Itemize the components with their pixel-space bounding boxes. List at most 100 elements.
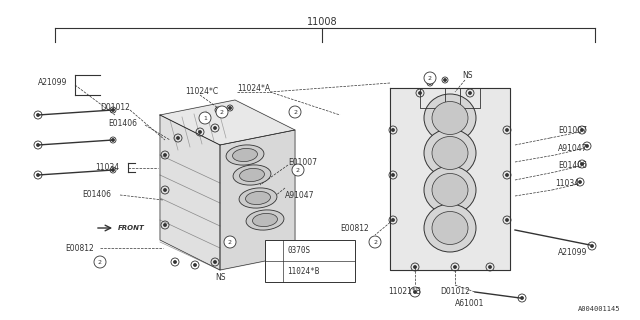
Text: E01406: E01406: [558, 161, 587, 170]
Text: A61001: A61001: [455, 300, 484, 308]
Text: E00812: E00812: [340, 223, 369, 233]
Circle shape: [229, 107, 231, 109]
Polygon shape: [390, 100, 510, 270]
Text: NS: NS: [215, 274, 225, 283]
Circle shape: [392, 174, 394, 176]
Text: 2: 2: [428, 76, 432, 81]
Text: 1: 1: [272, 248, 276, 253]
Circle shape: [369, 236, 381, 248]
Circle shape: [581, 163, 583, 165]
Text: 11034: 11034: [95, 163, 119, 172]
Text: 11024*C: 11024*C: [185, 86, 218, 95]
Polygon shape: [390, 88, 510, 100]
Circle shape: [36, 144, 39, 146]
Circle shape: [36, 114, 39, 116]
Text: 11024*B: 11024*B: [287, 267, 319, 276]
Circle shape: [177, 137, 179, 139]
Text: 11021*B: 11021*B: [388, 287, 421, 297]
Circle shape: [112, 139, 114, 141]
Text: E00812: E00812: [65, 244, 93, 252]
Circle shape: [392, 219, 394, 221]
Ellipse shape: [424, 166, 476, 214]
Circle shape: [199, 131, 201, 133]
Text: 1: 1: [203, 116, 207, 121]
Circle shape: [429, 82, 431, 84]
Ellipse shape: [232, 148, 257, 162]
Text: 11008: 11008: [307, 17, 337, 27]
Text: 2: 2: [272, 269, 276, 274]
Circle shape: [199, 112, 211, 124]
Polygon shape: [160, 115, 220, 270]
Ellipse shape: [239, 188, 277, 208]
Circle shape: [216, 106, 228, 118]
Text: 2: 2: [296, 167, 300, 172]
Ellipse shape: [253, 213, 278, 227]
Circle shape: [268, 244, 280, 257]
Circle shape: [36, 174, 39, 176]
Circle shape: [454, 266, 456, 268]
Circle shape: [468, 92, 471, 94]
Circle shape: [164, 189, 166, 191]
Text: E01406: E01406: [82, 189, 111, 198]
Ellipse shape: [239, 168, 264, 181]
Ellipse shape: [246, 210, 284, 230]
Circle shape: [581, 129, 583, 131]
Text: NS: NS: [462, 70, 472, 79]
Circle shape: [174, 261, 176, 263]
Ellipse shape: [233, 165, 271, 185]
Text: 2: 2: [220, 109, 224, 115]
Circle shape: [112, 169, 114, 171]
Text: A21099: A21099: [558, 247, 588, 257]
Circle shape: [489, 266, 492, 268]
Circle shape: [506, 174, 508, 176]
Text: 11024*A: 11024*A: [237, 84, 270, 92]
Circle shape: [414, 291, 416, 293]
Circle shape: [586, 145, 588, 147]
Circle shape: [164, 224, 166, 226]
Ellipse shape: [226, 145, 264, 165]
Circle shape: [214, 261, 216, 263]
Text: 2: 2: [293, 109, 297, 115]
Text: 2: 2: [98, 260, 102, 265]
Circle shape: [506, 219, 508, 221]
Ellipse shape: [432, 173, 468, 206]
Polygon shape: [160, 100, 295, 145]
Ellipse shape: [246, 191, 271, 204]
Circle shape: [289, 106, 301, 118]
Circle shape: [414, 266, 416, 268]
Text: A91047: A91047: [558, 143, 588, 153]
Text: E01007: E01007: [558, 125, 587, 134]
Text: E01406: E01406: [108, 118, 137, 127]
Circle shape: [112, 109, 114, 111]
Text: E01007: E01007: [288, 157, 317, 166]
Bar: [265, 240, 355, 282]
Circle shape: [579, 181, 581, 183]
Circle shape: [591, 245, 593, 247]
Circle shape: [224, 236, 236, 248]
Circle shape: [217, 109, 219, 111]
Text: 11034: 11034: [555, 179, 579, 188]
Circle shape: [424, 72, 436, 84]
Circle shape: [419, 92, 421, 94]
Ellipse shape: [432, 212, 468, 244]
Circle shape: [164, 154, 166, 156]
Ellipse shape: [432, 101, 468, 134]
Ellipse shape: [432, 137, 468, 170]
Circle shape: [214, 127, 216, 129]
Text: A91047: A91047: [285, 190, 314, 199]
Text: FRONT: FRONT: [118, 225, 145, 231]
Circle shape: [292, 164, 304, 176]
Circle shape: [392, 129, 394, 131]
Circle shape: [506, 129, 508, 131]
Ellipse shape: [424, 94, 476, 142]
Circle shape: [521, 297, 524, 299]
Circle shape: [94, 256, 106, 268]
Text: 0370S: 0370S: [287, 246, 310, 255]
Circle shape: [444, 79, 446, 81]
Text: A21099: A21099: [38, 77, 67, 86]
Text: D01012: D01012: [440, 287, 470, 297]
Text: D01012: D01012: [100, 102, 130, 111]
Polygon shape: [220, 130, 295, 270]
Text: A004001145: A004001145: [577, 306, 620, 312]
Text: 2: 2: [373, 239, 377, 244]
